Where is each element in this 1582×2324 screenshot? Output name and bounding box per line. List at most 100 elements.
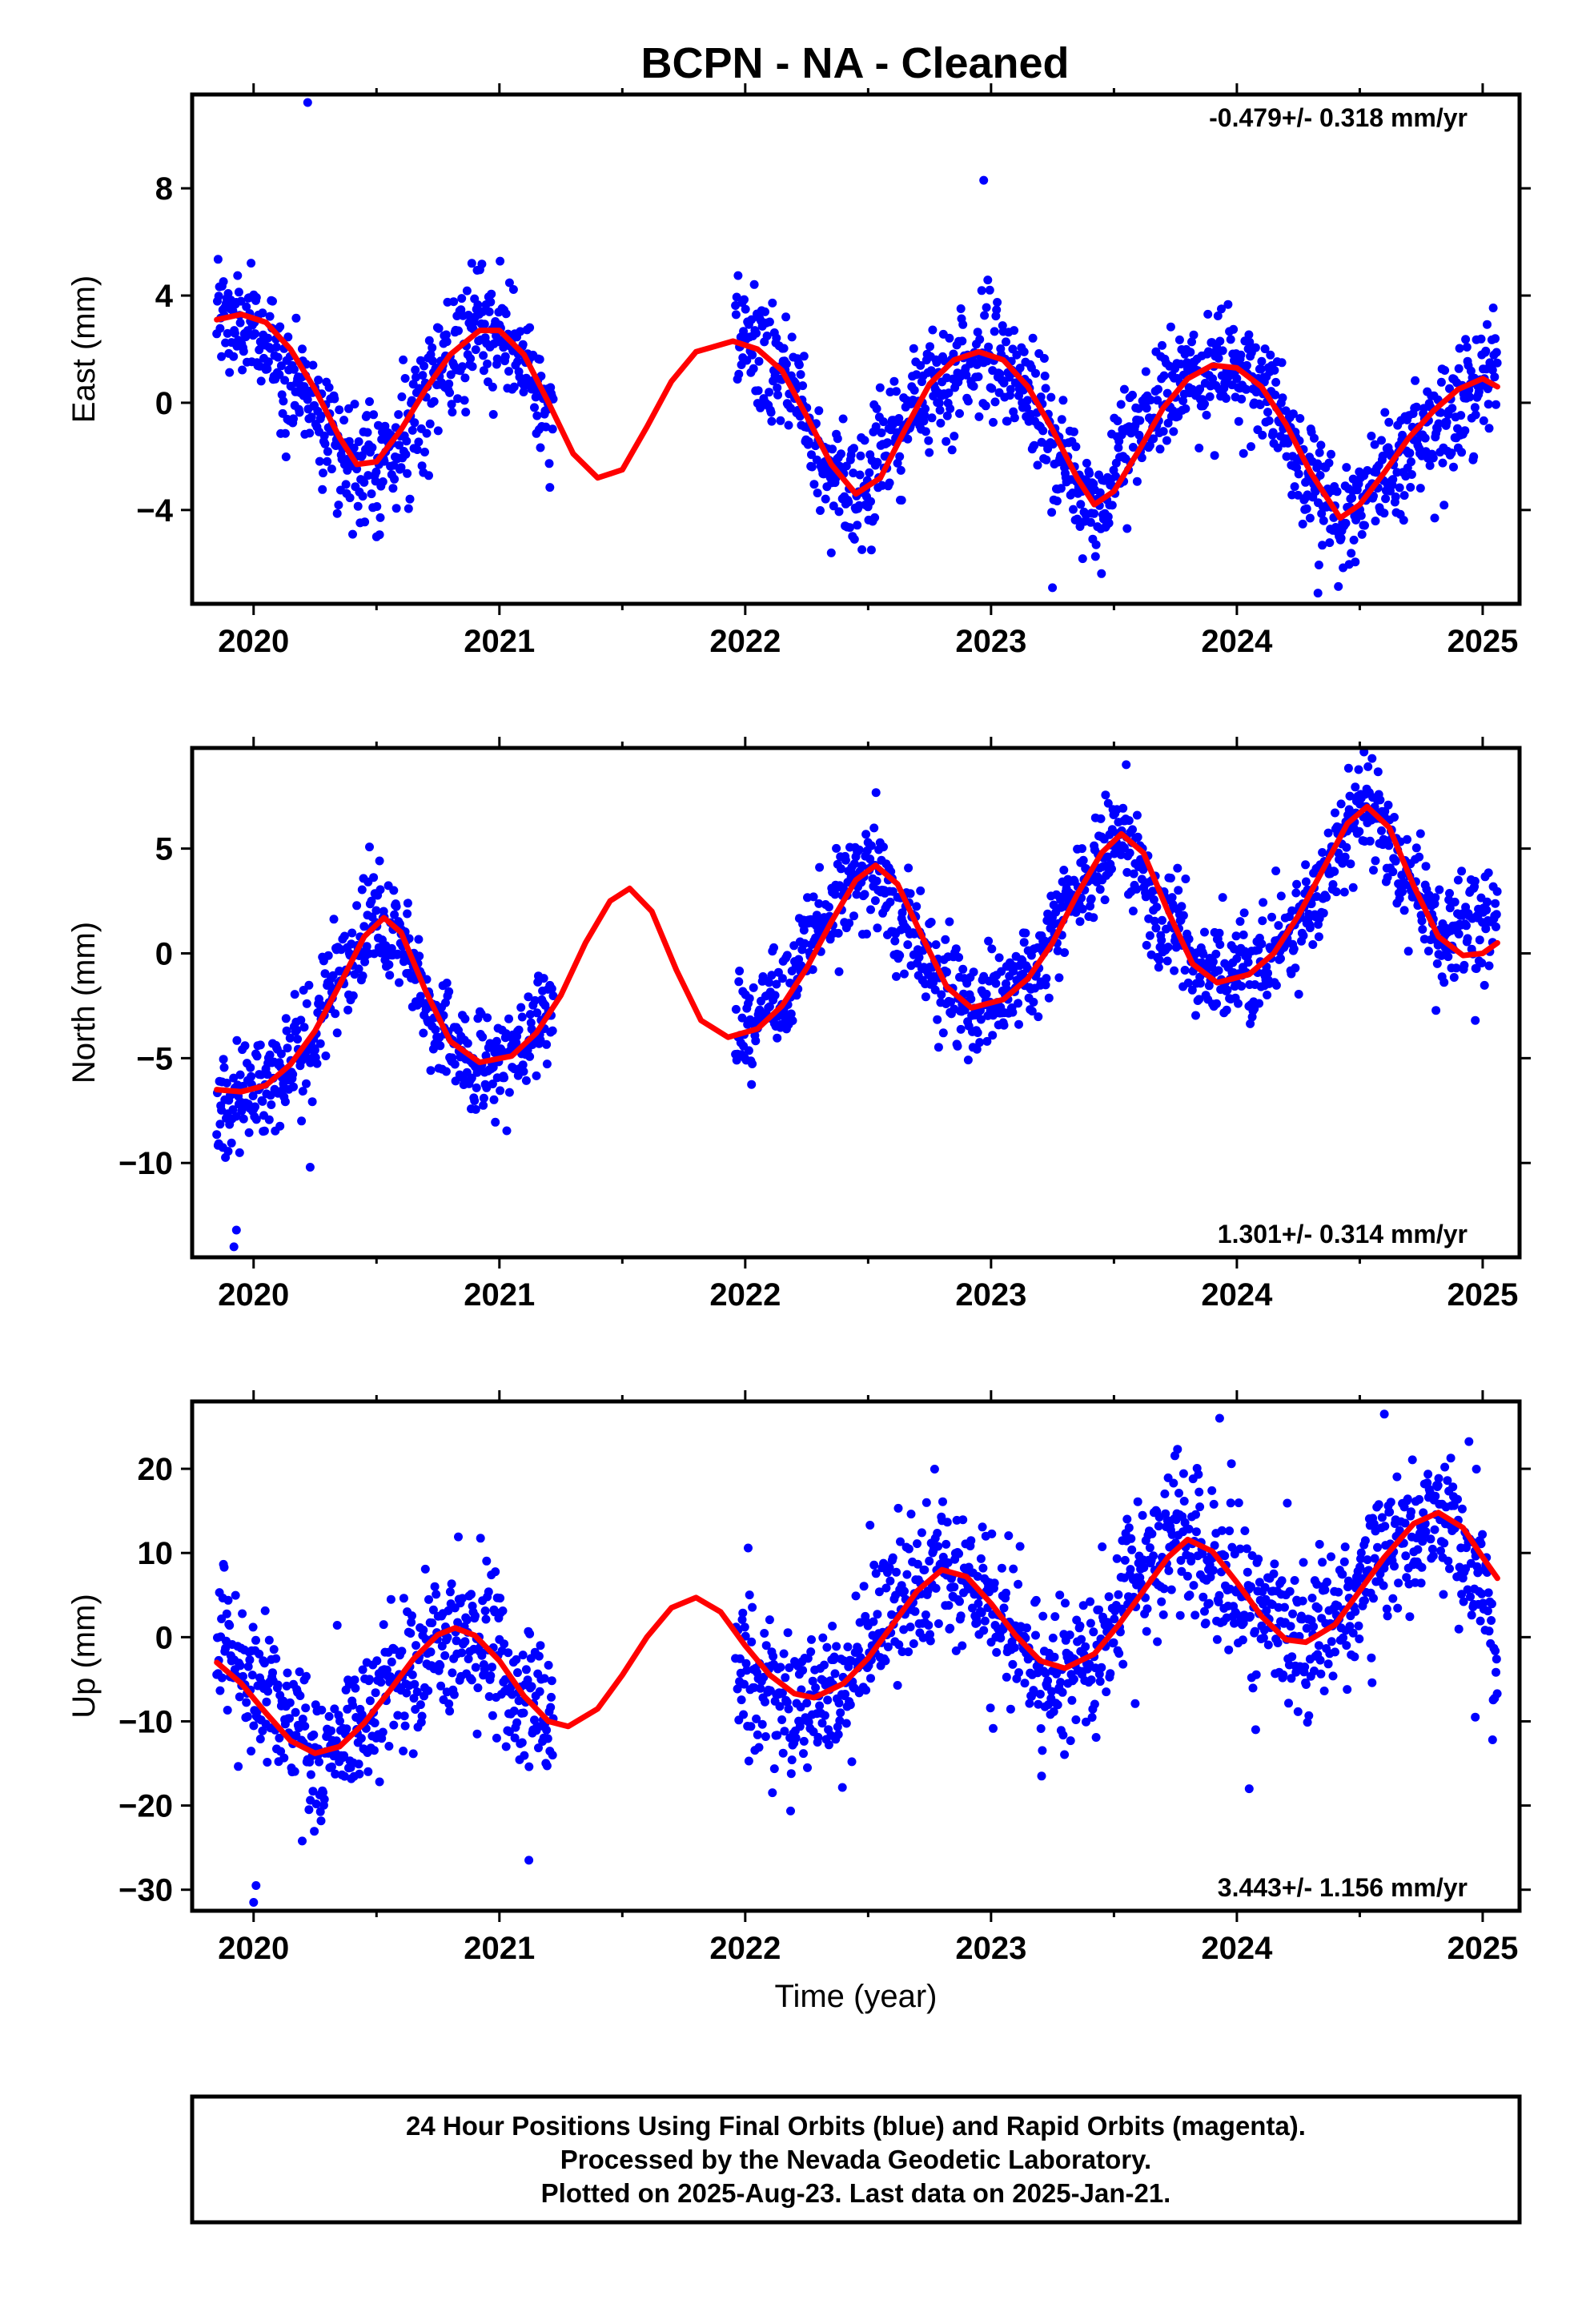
up-data-point [874, 1587, 884, 1597]
east-points [212, 98, 1502, 598]
up-data-point [327, 1726, 336, 1735]
up-data-point [1355, 1562, 1365, 1572]
east-data-point [1229, 324, 1239, 334]
up-data-point [958, 1641, 967, 1651]
east-data-point [1455, 344, 1464, 353]
north-data-point [931, 940, 941, 950]
east-data-point [479, 366, 488, 376]
up-data-point [1104, 1592, 1114, 1602]
north-data-point [1014, 1019, 1023, 1029]
east-data-point [1251, 343, 1260, 352]
up-data-point [298, 1836, 307, 1846]
up-data-point [534, 1743, 543, 1753]
north-data-point [387, 943, 396, 953]
up-data-point [893, 1681, 902, 1690]
north-data-point [264, 1115, 274, 1124]
north-data-point [1086, 894, 1096, 903]
east-data-point [1447, 448, 1456, 458]
up-data-point [496, 1594, 505, 1603]
north-data-point [1177, 902, 1186, 911]
north-data-point [994, 953, 1004, 963]
east-data-point [1483, 320, 1492, 329]
east-data-point [1135, 416, 1145, 425]
east-data-point [1019, 347, 1029, 356]
up-data-point [885, 1563, 894, 1573]
north-data-point [232, 1035, 242, 1045]
east-data-point [424, 471, 433, 480]
up-data-point [375, 1777, 384, 1787]
north-data-point [463, 1039, 472, 1048]
up-data-point [992, 1647, 1002, 1657]
up-data-point [1247, 1582, 1255, 1591]
east-data-point [845, 523, 854, 533]
up-data-point [1374, 1500, 1383, 1510]
up-data-point [1242, 1544, 1251, 1554]
east-data-point [974, 412, 984, 421]
up-data-point [542, 1761, 552, 1771]
north-y-tick-label: −5 [136, 1041, 173, 1076]
up-data-point [820, 1660, 829, 1670]
north-data-point [288, 1070, 298, 1079]
up-data-point [1243, 1567, 1252, 1577]
up-data-point [1002, 1672, 1011, 1682]
up-data-point [1477, 1589, 1487, 1598]
north-data-point [1373, 767, 1383, 777]
east-data-point [1208, 374, 1218, 384]
east-data-point [921, 404, 930, 413]
east-data-point [1221, 394, 1231, 403]
north-data-point [1128, 907, 1138, 916]
north-data-point [315, 1039, 325, 1048]
up-data-point [851, 1591, 861, 1601]
north-data-point [1323, 828, 1333, 838]
up-data-point [828, 1622, 837, 1630]
east-data-point [1277, 358, 1287, 368]
east-data-point [1488, 365, 1497, 375]
east-data-point [826, 548, 836, 557]
east-data-point [1122, 524, 1132, 533]
east-data-point [1405, 448, 1415, 458]
up-data-point [934, 1542, 943, 1551]
north-data-point [362, 942, 371, 951]
east-data-point [1234, 416, 1243, 426]
up-data-point [996, 1634, 1006, 1642]
east-data-point [799, 352, 809, 361]
east-data-point [734, 369, 744, 379]
east-data-point [363, 428, 372, 437]
north-data-point [1439, 978, 1449, 987]
up-data-point [1217, 1526, 1227, 1535]
east-data-point [251, 293, 261, 302]
east-data-point [263, 333, 273, 343]
east-data-point [1481, 346, 1491, 356]
north-data-point [285, 1033, 295, 1043]
east-data-point [230, 328, 239, 338]
north-data-point [500, 1073, 509, 1083]
north-data-point [765, 1002, 774, 1011]
north-data-point [1384, 841, 1394, 850]
up-data-point [926, 1636, 935, 1646]
east-data-point [1305, 513, 1315, 523]
up-data-point [1355, 1634, 1364, 1643]
north-data-point [1445, 889, 1454, 898]
up-data-point [865, 1521, 875, 1530]
up-data-point [1157, 1597, 1166, 1606]
east-data-point [879, 417, 888, 427]
east-data-point [1380, 408, 1390, 417]
north-data-point [938, 1028, 948, 1038]
north-data-point [479, 1093, 488, 1103]
east-data-point [509, 382, 519, 392]
east-data-point [1488, 304, 1498, 312]
east-data-point [344, 404, 353, 413]
east-fit-curve [214, 312, 1500, 521]
up-data-point [243, 1662, 253, 1671]
north-data-point [905, 889, 915, 899]
east-data-point [410, 418, 420, 428]
up-data-point [1459, 1597, 1468, 1606]
north-data-point [1334, 848, 1343, 858]
up-data-point [1185, 1590, 1195, 1600]
north-data-point [1431, 1006, 1441, 1015]
east-data-point [504, 278, 514, 287]
north-data-point [1340, 852, 1350, 862]
east-data-point [379, 456, 389, 466]
north-data-point [375, 856, 384, 866]
